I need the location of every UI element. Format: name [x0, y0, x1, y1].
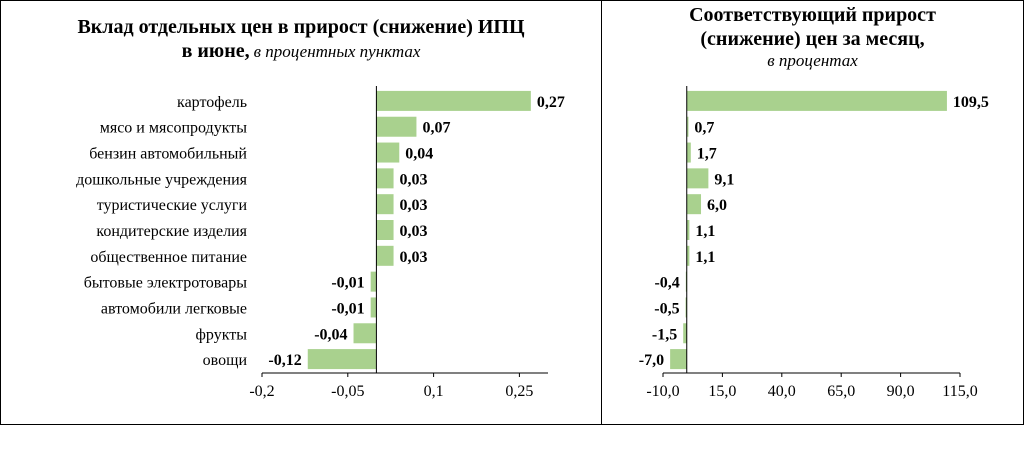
data-label: 1,1: [695, 249, 715, 266]
data-label: -0,01: [331, 300, 364, 317]
data-label: -0,01: [331, 275, 364, 292]
category-label: мясо и мясопродукты: [100, 120, 248, 137]
bar: [686, 90, 947, 111]
data-label: 0,03: [400, 223, 428, 240]
data-label: -1,5: [652, 326, 677, 343]
data-label: 0,7: [694, 120, 714, 137]
data-label: 1,1: [695, 223, 715, 240]
bar: [376, 142, 400, 163]
x-tick-label: 0,25: [505, 383, 533, 400]
data-label: 109,5: [953, 94, 989, 111]
category-label: туристические услуги: [97, 197, 248, 214]
data-label: -7,0: [639, 352, 664, 369]
data-label: -0,5: [654, 300, 679, 317]
bar: [670, 349, 687, 370]
left-chart-title: Вклад отдельных цен в прирост (снижение)…: [1, 15, 601, 63]
right-title-line1: Соответствующий прирост: [689, 4, 936, 26]
bar: [686, 245, 690, 266]
data-label: 0,03: [400, 249, 428, 266]
x-tick-label: -0,2: [249, 383, 274, 400]
data-label: 0,27: [537, 94, 565, 111]
category-label: бензин автомобильный: [89, 146, 247, 163]
bar: [376, 194, 394, 215]
x-tick-label: 0,1: [424, 383, 444, 400]
bar: [686, 142, 691, 163]
category-label: общественное питание: [90, 249, 247, 266]
bar: [376, 116, 417, 137]
x-tick-label: 65,0: [827, 383, 855, 400]
x-tick-label: -0,05: [331, 383, 364, 400]
bar: [683, 323, 687, 344]
data-label: -0,12: [268, 352, 301, 369]
left-bar-chart: 0,27 картофель 0,07 мясо и мясопродукты 0,04…: [76, 86, 565, 400]
bar: [686, 194, 702, 215]
category-label: автомобили легковые: [101, 300, 247, 317]
left-title-line1: Вклад отдельных цен в прирост (снижение)…: [77, 16, 525, 38]
bar: [376, 220, 394, 240]
right-subtitle: в процентах: [767, 51, 858, 70]
x-tick-label: 40,0: [768, 383, 796, 400]
data-label: -0,4: [654, 275, 679, 292]
bar: [370, 271, 377, 292]
right-title-line2: (снижение) цен за месяц,: [700, 28, 925, 50]
data-label: 0,04: [405, 146, 433, 163]
data-label: 0,03: [400, 171, 428, 188]
x-tick-label: 115,0: [942, 383, 977, 400]
bar: [686, 220, 690, 240]
x-tick-label: 15,0: [708, 383, 736, 400]
category-label: дошкольные учреждения: [76, 171, 247, 188]
bar: [370, 297, 377, 318]
bar: [686, 116, 689, 137]
data-label: 0,03: [400, 197, 428, 214]
bar: [376, 90, 531, 111]
bar: [376, 245, 394, 266]
category-label: фрукты: [196, 326, 248, 343]
x-tick-label: 90,0: [887, 383, 915, 400]
bar: [685, 297, 687, 318]
x-tick-label: -10,0: [646, 383, 679, 400]
bar: [307, 349, 377, 370]
right-bar-chart: 109,5 0,7 1,7 9,1 6,0 1,1 1,1 -0,4 -0,5 -1,5 -7,0 -…: [639, 86, 989, 400]
right-chart-title: Соответствующий прирост (снижение) цен з…: [602, 3, 1023, 71]
category-label: кондитерские изделия: [96, 223, 247, 240]
category-label: бытовые электротовары: [84, 275, 248, 292]
left-subtitle: в процентных пунктах: [253, 42, 421, 61]
category-label: картофель: [177, 94, 247, 111]
data-label: 0,07: [422, 120, 450, 137]
bar: [353, 323, 377, 344]
data-label: 6,0: [707, 197, 727, 214]
bar: [376, 168, 394, 189]
left-chart-panel: Вклад отдельных цен в прирост (снижение)…: [0, 0, 602, 425]
data-label: -0,04: [314, 326, 347, 343]
bar: [686, 168, 709, 189]
left-title-line2: в июне,: [181, 40, 250, 62]
data-label: 9,1: [714, 171, 734, 188]
category-label: овощи: [203, 352, 248, 369]
data-label: 1,7: [697, 146, 717, 163]
right-chart-panel: Соответствующий прирост (снижение) цен з…: [601, 0, 1024, 425]
